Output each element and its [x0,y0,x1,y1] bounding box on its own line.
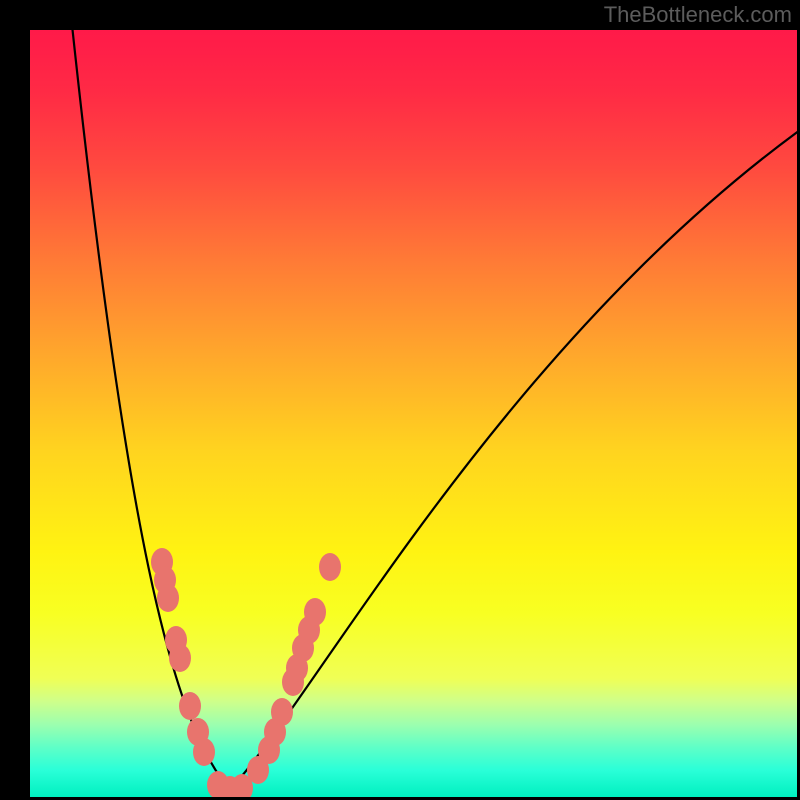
watermark-text: TheBottleneck.com [604,2,792,28]
data-point [157,584,179,612]
data-point [179,692,201,720]
data-point [319,553,341,581]
data-point [271,698,293,726]
bottleneck-curve-chart [0,0,800,800]
chart-stage: { "watermark": { "text": "TheBottleneck.… [0,0,800,800]
data-point [169,644,191,672]
data-point [304,598,326,626]
plot-area [30,30,797,797]
data-point [193,738,215,766]
